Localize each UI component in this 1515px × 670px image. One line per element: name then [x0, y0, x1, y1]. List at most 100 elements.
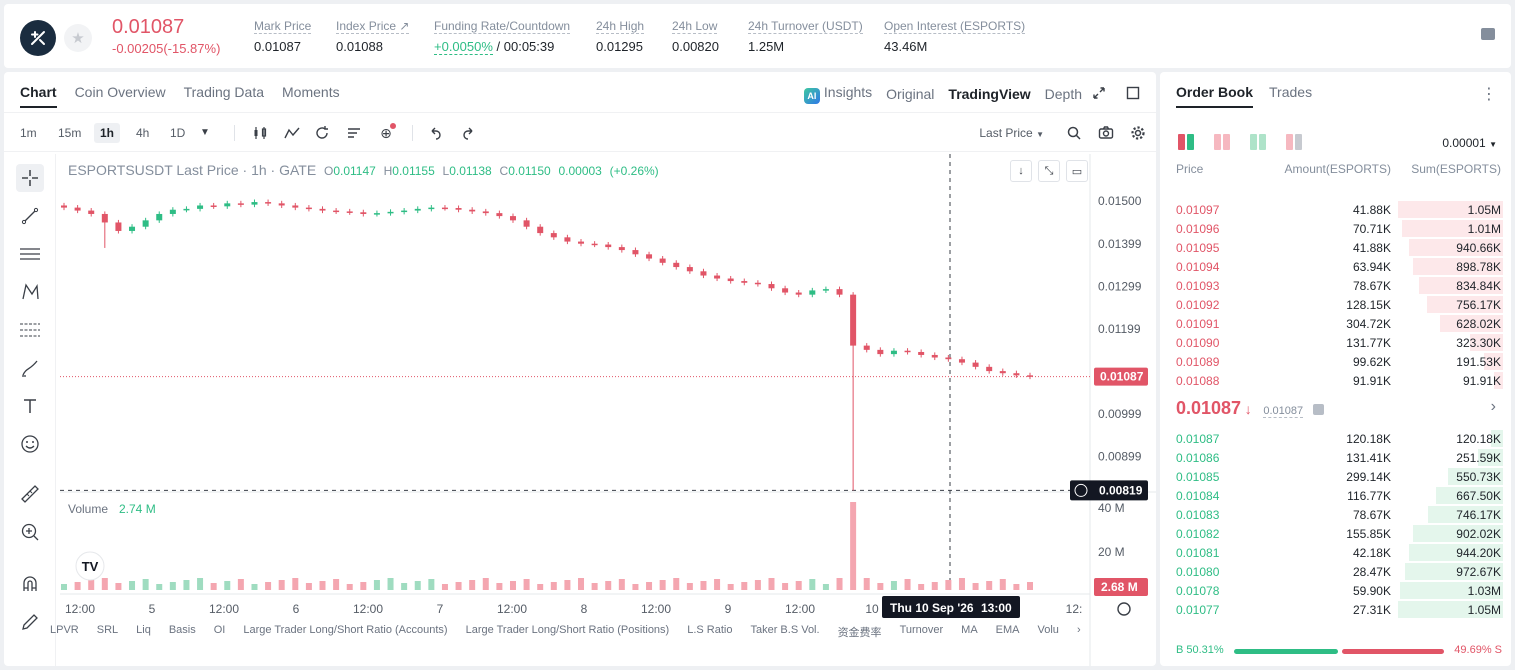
collapse-icon[interactable]: ⤡: [1038, 160, 1060, 182]
magnet-icon[interactable]: [16, 570, 44, 598]
view-both-icon[interactable]: [1178, 134, 1194, 150]
stat-label[interactable]: Open Interest (ESPORTS): [884, 19, 1026, 34]
tab-tradingview[interactable]: TradingView: [948, 86, 1031, 102]
indicator-ma[interactable]: MA: [961, 624, 978, 636]
ask-row[interactable]: 0.01096 70.71K 1.01M: [1160, 219, 1511, 238]
ask-row[interactable]: 0.01089 99.62K 191.53K: [1160, 352, 1511, 371]
stat-label[interactable]: 24h Turnover (USDT): [748, 19, 863, 34]
tab-trading-data[interactable]: Trading Data: [183, 84, 265, 100]
ask-row[interactable]: 0.01092 128.15K 756.17K: [1160, 295, 1511, 314]
bid-row[interactable]: 0.01077 27.31K 1.05M: [1160, 600, 1511, 619]
indicator-lpvr[interactable]: LPVR: [50, 624, 79, 636]
ruler-tool-icon[interactable]: [16, 480, 44, 508]
indicators-icon[interactable]: [284, 125, 300, 141]
bid-row[interactable]: 0.01086 131.41K 251.59K: [1160, 448, 1511, 467]
undo-icon[interactable]: [428, 125, 444, 141]
book-icon[interactable]: [1481, 28, 1495, 40]
arrow-down-icon[interactable]: ↓: [1010, 160, 1032, 182]
ask-row[interactable]: 0.01090 131.77K 323.30K: [1160, 333, 1511, 352]
price-type-select[interactable]: Last Price ▼: [979, 126, 1044, 140]
tab-trades[interactable]: Trades: [1269, 84, 1313, 100]
bid-row[interactable]: 0.01084 116.77K 667.50K: [1160, 486, 1511, 505]
interval-1m[interactable]: 1m: [20, 126, 37, 140]
ask-row[interactable]: 0.01091 304.72K 628.02K: [1160, 314, 1511, 333]
ask-row[interactable]: 0.01095 41.88K 940.66K: [1160, 238, 1511, 257]
emoji-tool-icon[interactable]: [16, 430, 44, 458]
indicator-oi[interactable]: OI: [213, 624, 226, 636]
gear-icon[interactable]: [1130, 125, 1146, 141]
candle-body: [482, 211, 489, 214]
tab-coin-overview[interactable]: Coin Overview: [74, 84, 166, 100]
pencil-icon[interactable]: [16, 608, 44, 636]
bid-row[interactable]: 0.01087 120.18K 120.18K: [1160, 429, 1511, 448]
zoom-in-icon[interactable]: [16, 518, 44, 546]
crosshair-tool-icon[interactable]: [16, 164, 44, 192]
bid-row[interactable]: 0.01080 28.47K 972.67K: [1160, 562, 1511, 581]
tab-original[interactable]: Original: [886, 86, 935, 102]
templates-icon[interactable]: [346, 125, 362, 141]
chevron-right-icon[interactable]: ›: [1490, 398, 1496, 415]
mark-price[interactable]: 0.01087: [1263, 405, 1304, 418]
trendline-tool-icon[interactable]: [16, 202, 44, 230]
interval-1d[interactable]: 1D: [170, 126, 186, 140]
chevron-right-icon[interactable]: ›: [1076, 624, 1081, 636]
camera-icon[interactable]: [1098, 125, 1114, 141]
brush-tool-icon[interactable]: [16, 354, 44, 382]
text-tool-icon[interactable]: [16, 392, 44, 420]
bid-row[interactable]: 0.01081 42.18K 944.20K: [1160, 543, 1511, 562]
view-asks-icon[interactable]: [1214, 134, 1230, 150]
bid-row[interactable]: 0.01083 78.67K 746.17K: [1160, 505, 1511, 524]
bid-row[interactable]: 0.01082 155.85K 902.02K: [1160, 524, 1511, 543]
indicator-volume[interactable]: Volu: [1037, 624, 1059, 636]
indicator-basis[interactable]: Basis: [168, 624, 196, 636]
indicator-funding-rate[interactable]: 资金费率: [837, 627, 882, 639]
favorite-star-icon[interactable]: ★: [64, 24, 92, 52]
ask-row[interactable]: 0.01088 91.91K 91.91K: [1160, 371, 1511, 390]
tab-depth[interactable]: Depth: [1044, 86, 1082, 102]
stat-label[interactable]: Mark Price: [254, 19, 312, 34]
volume-bar: [741, 582, 748, 590]
legend-h-label: H: [383, 164, 393, 178]
more-vertical-icon[interactable]: ⋮: [1481, 86, 1497, 103]
window-icon[interactable]: [1126, 86, 1140, 100]
volume-bar: [714, 579, 721, 590]
indicator-large-trader-accounts[interactable]: Large Trader Long/Short Ratio (Accounts): [243, 624, 448, 636]
indicator-turnover[interactable]: Turnover: [899, 624, 944, 636]
precision-select[interactable]: 0.00001 ▼: [1442, 136, 1497, 150]
ask-row[interactable]: 0.01097 41.88K 1.05M: [1160, 200, 1511, 219]
indicator-ls-ratio[interactable]: L.S Ratio: [687, 624, 733, 636]
stat-label[interactable]: Funding Rate/Countdown: [434, 19, 571, 34]
bid-row[interactable]: 0.01085 299.14K 550.73K: [1160, 467, 1511, 486]
interval-15m[interactable]: 15m: [58, 126, 82, 140]
alert-add-icon[interactable]: ⊕: [378, 123, 396, 141]
indicator-large-trader-positions[interactable]: Large Trader Long/Short Ratio (Positions…: [465, 624, 670, 636]
more-options-icon[interactable]: ▭: [1066, 160, 1088, 182]
horizontal-lines-tool-icon[interactable]: [16, 240, 44, 268]
indicator-taker-vol[interactable]: Taker B.S Vol.: [750, 624, 820, 636]
search-icon[interactable]: [1066, 125, 1082, 141]
replay-icon[interactable]: [314, 125, 330, 141]
expand-icon[interactable]: [1092, 86, 1106, 100]
tab-insights[interactable]: AI Insights: [803, 84, 872, 104]
fib-tool-icon[interactable]: [16, 316, 44, 344]
view-bids-icon[interactable]: [1250, 134, 1266, 150]
indicator-ema[interactable]: EMA: [995, 624, 1020, 636]
tab-chart[interactable]: Chart: [20, 84, 57, 108]
view-asks-only-icon[interactable]: [1286, 134, 1302, 150]
candlestick-icon[interactable]: [252, 125, 268, 141]
candle-body: [918, 351, 925, 355]
interval-4h[interactable]: 4h: [136, 126, 150, 140]
stat-label[interactable]: Index Price ↗: [336, 19, 410, 34]
interval-dropdown-icon[interactable]: ▼: [200, 127, 210, 138]
ask-row[interactable]: 0.01094 63.94K 898.78K: [1160, 257, 1511, 276]
indicator-srl[interactable]: SRL: [96, 624, 119, 636]
interval-1h[interactable]: 1h: [94, 123, 121, 143]
tab-order-book[interactable]: Order Book: [1176, 84, 1253, 108]
tab-moments[interactable]: Moments: [282, 84, 340, 100]
bid-row[interactable]: 0.01078 59.90K 1.03M: [1160, 581, 1511, 600]
redo-icon[interactable]: [460, 125, 476, 141]
funding-rate-value[interactable]: +0.0050%: [434, 39, 493, 55]
ask-row[interactable]: 0.01093 78.67K 834.84K: [1160, 276, 1511, 295]
indicator-liq[interactable]: Liq: [136, 624, 151, 636]
pattern-tool-icon[interactable]: [16, 278, 44, 306]
